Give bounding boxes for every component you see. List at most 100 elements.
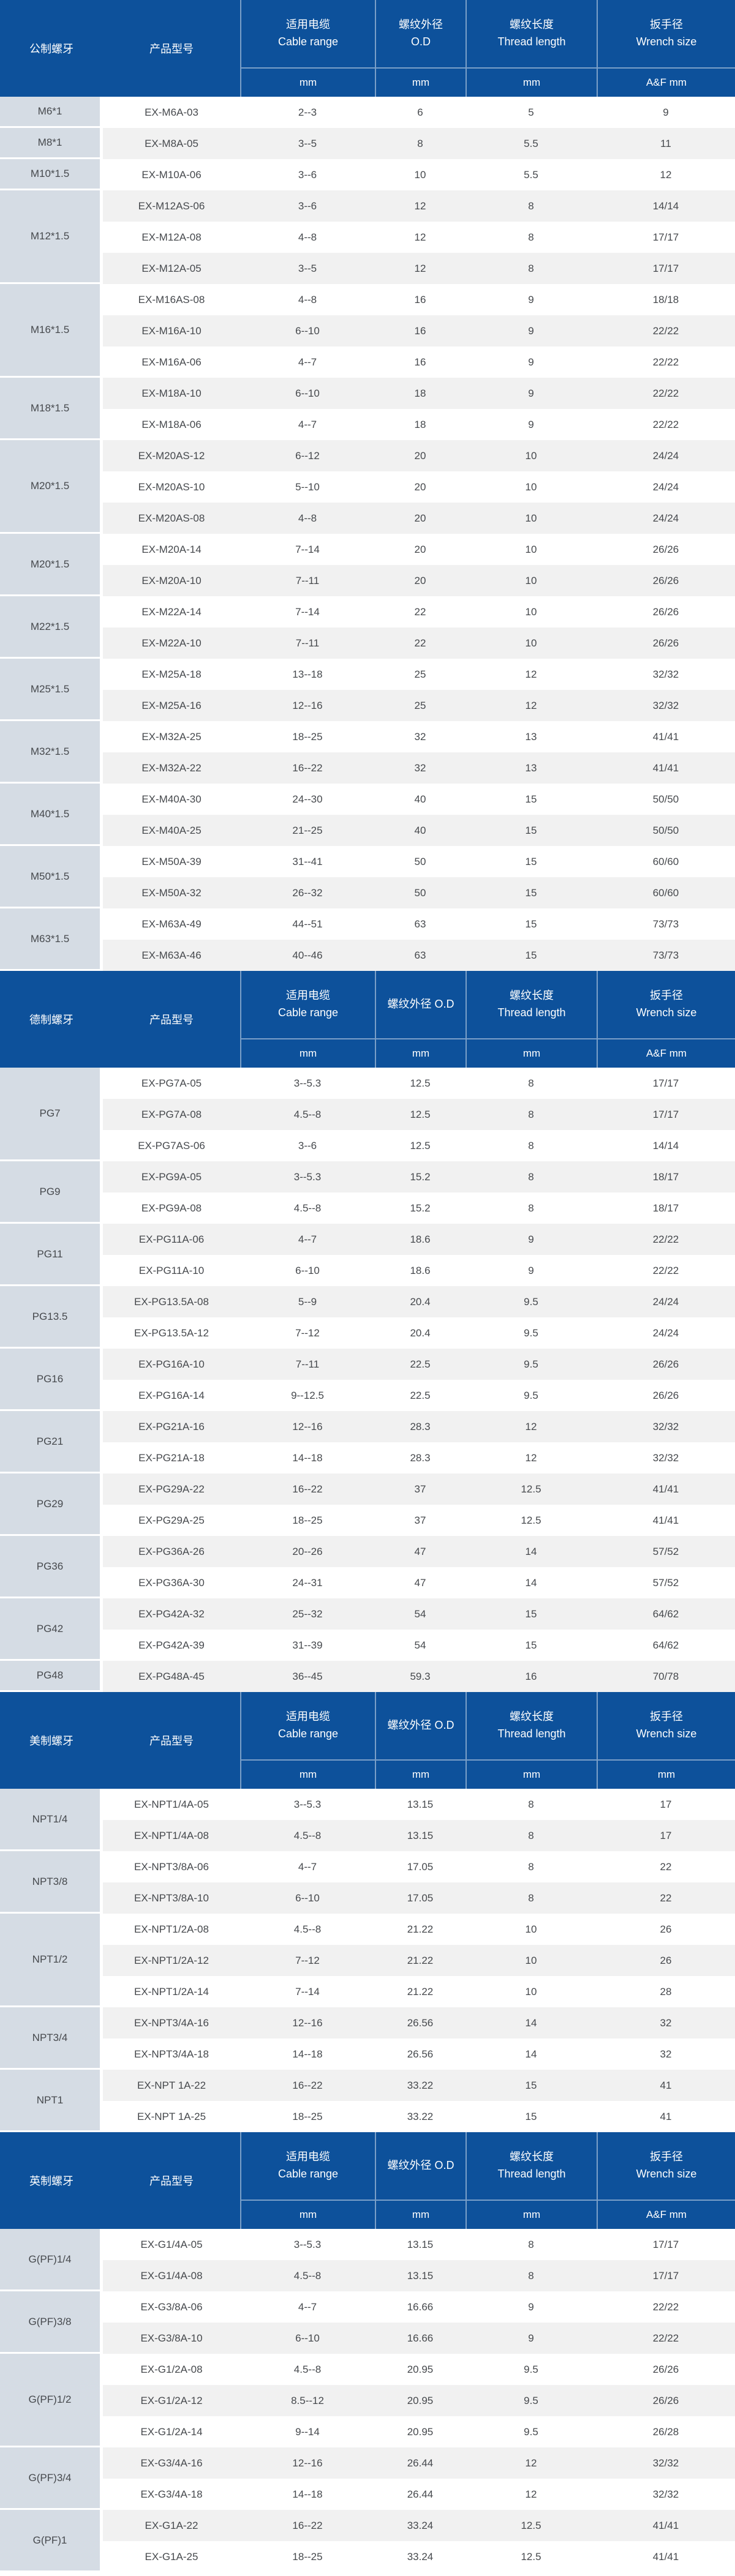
- thread-length-header: 螺纹长度 Thread length mm: [466, 1692, 597, 1789]
- od-header-en: O.D: [410, 36, 431, 48]
- wrench-size-cell: 11: [660, 137, 671, 149]
- wrench-size-cell: 41/41: [652, 1514, 679, 1526]
- cable-range-cell: 24--31: [292, 1576, 323, 1589]
- table-row: EX-PG16A-14 9--12.5 22.5 9.5 26/26: [103, 1380, 735, 1411]
- thread-group-cell: PG29: [0, 1473, 100, 1534]
- table-row: EX-M40A-30 24--30 40 15 50/50: [103, 784, 735, 815]
- thread-group-rows: EX-PG42A-32 25--32 54 15 64/62 EX-PG42A-39 31-…: [103, 1598, 735, 1661]
- cable-range-cell: 21--25: [292, 824, 323, 836]
- thread-length-cell: 9.5: [524, 1389, 538, 1401]
- cable-range-header-cn: 适用电缆: [286, 2151, 330, 2163]
- table-row: EX-NPT3/8A-06 4--7 17.05 8 22: [103, 1851, 735, 1882]
- unit-cell: mm: [241, 1759, 375, 1789]
- cable-range-cell: 7--11: [295, 1358, 320, 1370]
- thread-group: PG7 EX-PG7A-05 3--5.3 12.5 8 17/17 EX-PG7A-08 4…: [0, 1068, 735, 1161]
- product-model-header: 产品型号: [103, 971, 240, 1068]
- cable-range-header-en: Cable range: [277, 2168, 339, 2180]
- table-row: EX-G1A-25 18--25 33.24 12.5 41/41: [103, 2541, 735, 2572]
- unit-cell: mm: [598, 1759, 735, 1789]
- cable-range-cell: 2--3: [298, 106, 317, 118]
- table-row: EX-PG16A-10 7--11 22.5 9.5 26/26: [103, 1349, 735, 1380]
- thread-group: NPT1/2 EX-NPT1/2A-08 4.5--8 21.22 10 26 EX-NPT…: [0, 1914, 735, 2007]
- wrench-size-cell: 26/26: [652, 1389, 679, 1401]
- thread-length-cell: 8: [528, 231, 534, 243]
- thread-length-cell: 10: [525, 481, 537, 493]
- product-cell: EX-G1A-22: [145, 2519, 198, 2531]
- thread-group-cell: PG36: [0, 1536, 100, 1597]
- wrench-size-cell: 32/32: [652, 1420, 679, 1432]
- product-cell: EX-M22A-14: [141, 605, 202, 618]
- thread-group-rows: EX-PG36A-26 20--26 47 14 57/52 EX-PG36A-30 24-…: [103, 1536, 735, 1598]
- product-cell: EX-PG36A-26: [138, 1545, 205, 1557]
- od-cell: 37: [414, 1483, 426, 1495]
- product-cell: EX-PG36A-30: [138, 1576, 205, 1589]
- thread-group-rows: EX-M12AS-06 3--6 12 8 14/14 EX-M12A-08 4--8 12 8…: [103, 190, 735, 284]
- product-cell: EX-PG7AS-06: [138, 1139, 205, 1151]
- product-model-header-label: 产品型号: [149, 1014, 194, 1026]
- thread-length-cell: 9.5: [524, 2363, 538, 2375]
- thread-group-rows: EX-G1/4A-05 3--5.3 13.15 8 17/17 EX-G1/4A-08 4…: [103, 2229, 735, 2291]
- cable-range-cell: 4.5--8: [293, 1923, 322, 1935]
- od-header-cn: 螺纹外径: [399, 18, 443, 31]
- cable-range-cell: 4--8: [298, 231, 317, 243]
- product-cell: EX-PG29A-22: [138, 1483, 205, 1495]
- table-row: EX-G1/4A-05 3--5.3 13.15 8 17/17: [103, 2229, 735, 2260]
- od-cell: 32: [414, 730, 426, 743]
- wrench-size-header-en: Wrench size: [636, 2168, 697, 2180]
- table-row: EX-NPT1/2A-14 7--14 21.22 10 28: [103, 1976, 735, 2007]
- product-cell: EX-PG7A-05: [141, 1077, 202, 1089]
- od-cell: 33.22: [407, 2079, 434, 2091]
- wrench-size-header: 扳手径 Wrench size mm: [597, 1692, 735, 1789]
- cable-range-cell: 3--6: [298, 1139, 317, 1151]
- cable-range-cell: 3--5.3: [293, 1077, 322, 1089]
- thread-group-rows: EX-G1A-22 16--22 33.24 12.5 41/41 EX-G1A-25 18…: [103, 2510, 735, 2572]
- thread-group: PG11 EX-PG11A-06 4--7 18.6 9 22/22 EX-PG11A-10…: [0, 1224, 735, 1286]
- thread-group-cell: NPT3/8: [0, 1851, 100, 1912]
- thread-group: M10*1.5 EX-M10A-06 3--6 10 5.5 12: [0, 159, 735, 190]
- table-row: EX-M12A-08 4--8 12 8 17/17: [103, 222, 735, 253]
- thread-length-cell: 10: [525, 512, 537, 524]
- wrench-size-cell: 17/17: [652, 1108, 679, 1120]
- thread-group: G(PF)3/8 EX-G3/8A-06 4--7 16.66 9 22/22 EX-G3/…: [0, 2291, 735, 2354]
- od-cell: 25: [414, 699, 426, 711]
- thread-group-rows: EX-M10A-06 3--6 10 5.5 12: [103, 159, 735, 190]
- cable-range-cell: 3--5.3: [293, 1170, 322, 1183]
- wrench-size-cell: 32/32: [652, 1451, 679, 1464]
- cable-range-cell: 7--12: [295, 1954, 320, 1966]
- thread-group-rows: EX-NPT1/2A-08 4.5--8 21.22 10 26 EX-NPT1/2A-1…: [103, 1914, 735, 2007]
- product-cell: EX-M32A-22: [141, 762, 202, 774]
- thread-length-cell: 9.5: [524, 1327, 538, 1339]
- thread-length-cell: 8: [528, 1892, 534, 1904]
- thread-group-rows: EX-M6A-03 2--3 6 5 9: [103, 97, 735, 128]
- thread-length-cell: 8: [528, 1077, 534, 1089]
- cable-range-cell: 6--12: [295, 449, 320, 462]
- unit-cell: mm: [467, 67, 597, 97]
- thread-length-header-cn: 螺纹长度: [510, 18, 554, 31]
- wrench-size-cell: 26/26: [652, 574, 679, 586]
- table-row: EX-M50A-39 31--41 50 15 60/60: [103, 846, 735, 877]
- cable-range-header-en: Cable range: [277, 1728, 339, 1740]
- wrench-size-cell: 32/32: [652, 2457, 679, 2469]
- thread-group: M50*1.5 EX-M50A-39 31--41 50 15 60/60 EX-M50A-…: [0, 846, 735, 908]
- wrench-size-header-cn: 扳手径: [650, 2151, 683, 2163]
- wrench-size-header: 扳手径 Wrench size A&F mm: [597, 2132, 735, 2229]
- od-cell: 26.56: [407, 2048, 434, 2060]
- thread-length-cell: 15: [525, 855, 537, 867]
- thread-group-rows: EX-M22A-14 7--14 22 10 26/26 EX-M22A-10 7--11 2…: [103, 596, 735, 659]
- thread-length-cell: 16: [525, 1670, 537, 1682]
- od-header-label: 螺纹外径 O.D: [376, 2132, 466, 2200]
- table-row: EX-M25A-18 13--18 25 12 32/32: [103, 659, 735, 690]
- product-cell: EX-M50A-32: [141, 886, 202, 899]
- wrench-size-header-cn: 扳手径: [650, 989, 683, 1002]
- thread-group-cell: G(PF)1: [0, 2510, 100, 2570]
- thread-length-cell: 9: [528, 418, 534, 430]
- od-cell: 15.2: [410, 1170, 431, 1183]
- thread-group-cell: G(PF)1/2: [0, 2354, 100, 2446]
- product-cell: EX-G3/4A-18: [140, 2488, 203, 2500]
- thread-length-header-en: Thread length: [497, 2168, 566, 2180]
- product-cell: EX-M18A-06: [141, 418, 202, 430]
- thread-length-cell: 8: [528, 262, 534, 274]
- od-cell: 47: [414, 1576, 426, 1589]
- cable-range-cell: 18--25: [292, 2110, 323, 2122]
- table-row: EX-M40A-25 21--25 40 15 50/50: [103, 815, 735, 846]
